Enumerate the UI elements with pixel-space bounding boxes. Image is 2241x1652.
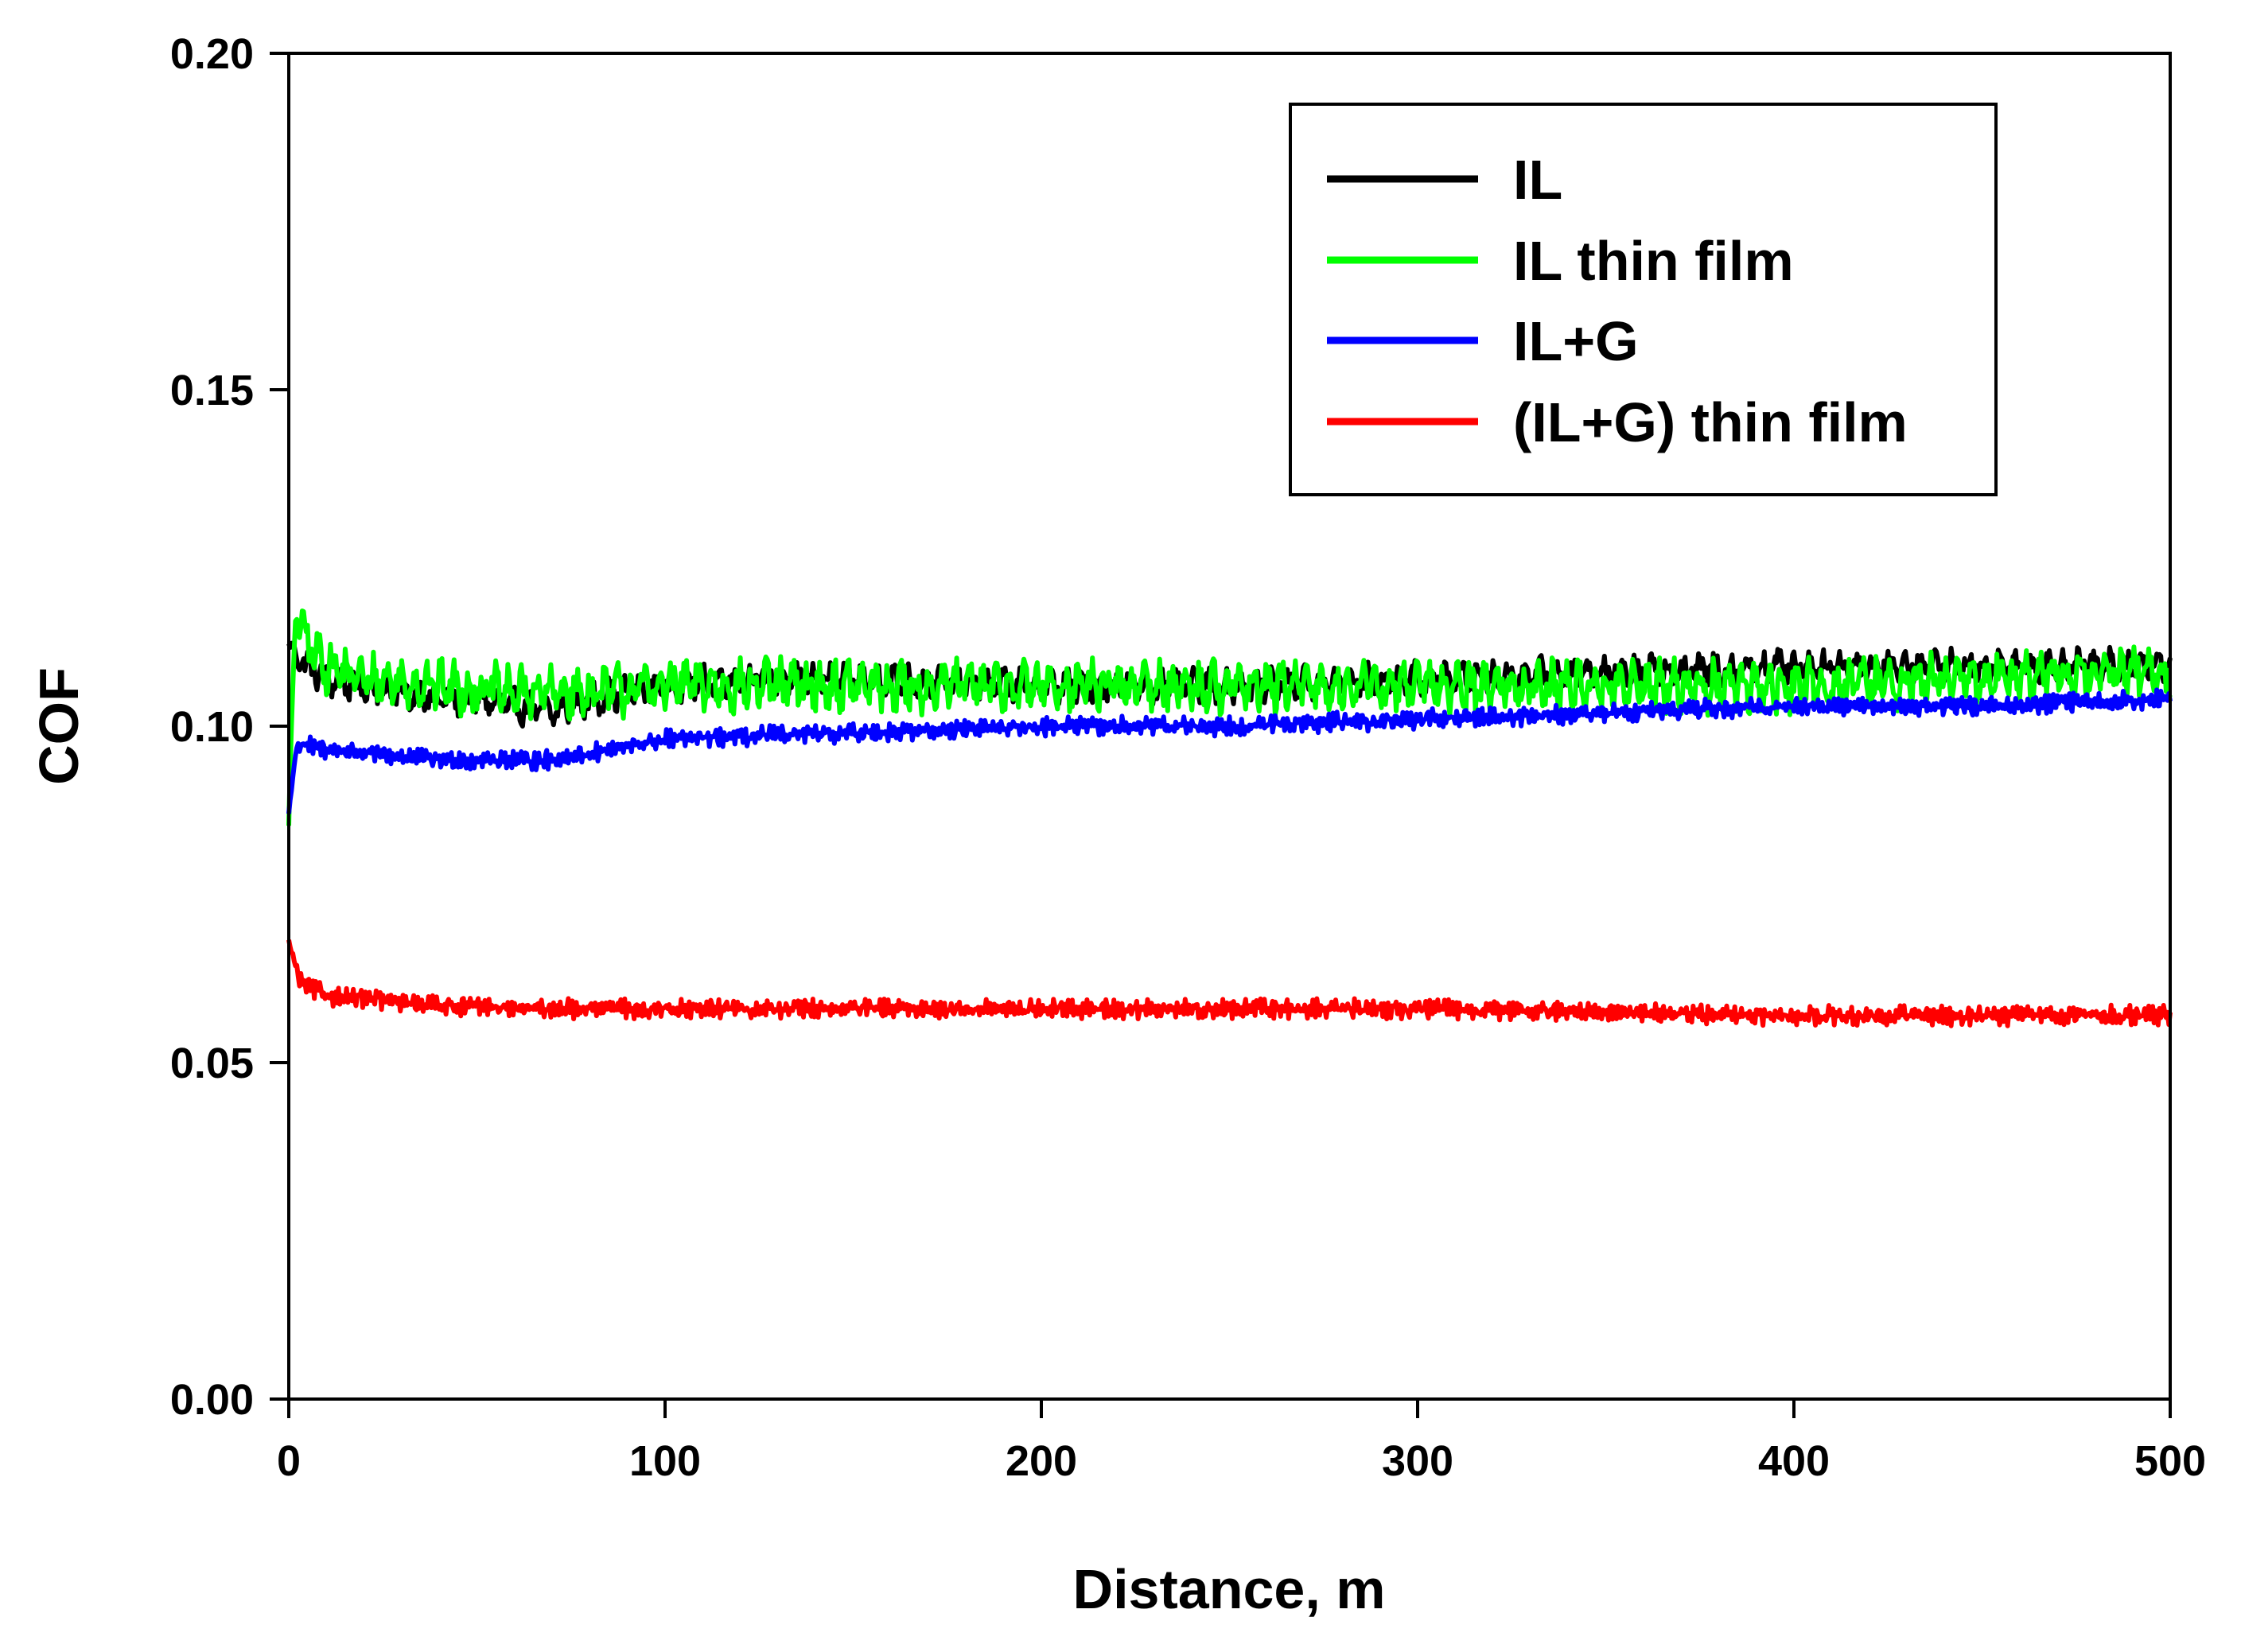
- x-tick-label: 200: [1006, 1437, 1077, 1485]
- legend: IL IL thin film IL+G (IL+G) thin film: [1289, 103, 1998, 496]
- y-axis-title: COF: [28, 667, 90, 785]
- legend-label: IL: [1513, 149, 1562, 211]
- series-line-4: [286, 939, 2173, 1028]
- y-tick-label: 0.10: [170, 703, 254, 751]
- y-axis-ticks: 0.00 0.05 0.10 0.15 0.20: [170, 30, 289, 1424]
- x-tick-label: 400: [1758, 1437, 1830, 1485]
- x-tick-label: 100: [629, 1437, 701, 1485]
- series-line-3: [286, 687, 2173, 814]
- y-tick-label: 0.00: [170, 1376, 254, 1424]
- series-layer: [286, 608, 2173, 1028]
- legend-box: [1289, 103, 1998, 496]
- legend-label: (IL+G) thin film: [1513, 391, 1908, 453]
- y-tick-label: 0.15: [170, 367, 254, 414]
- y-tick-label: 0.20: [170, 30, 254, 78]
- y-tick-label: 0.05: [170, 1040, 254, 1087]
- x-axis-ticks: 0 100 200 300 400 500: [277, 1399, 2206, 1485]
- legend-items: IL IL thin film IL+G (IL+G) thin film: [1327, 149, 1908, 453]
- x-axis-title: Distance, m: [1073, 1558, 1386, 1620]
- x-tick-label: 0: [277, 1437, 301, 1485]
- legend-label: IL thin film: [1513, 230, 1794, 292]
- x-tick-label: 300: [1382, 1437, 1453, 1485]
- legend-label: IL+G: [1513, 310, 1639, 372]
- x-tick-label: 500: [2134, 1437, 2206, 1485]
- series-line-2: [286, 608, 2173, 826]
